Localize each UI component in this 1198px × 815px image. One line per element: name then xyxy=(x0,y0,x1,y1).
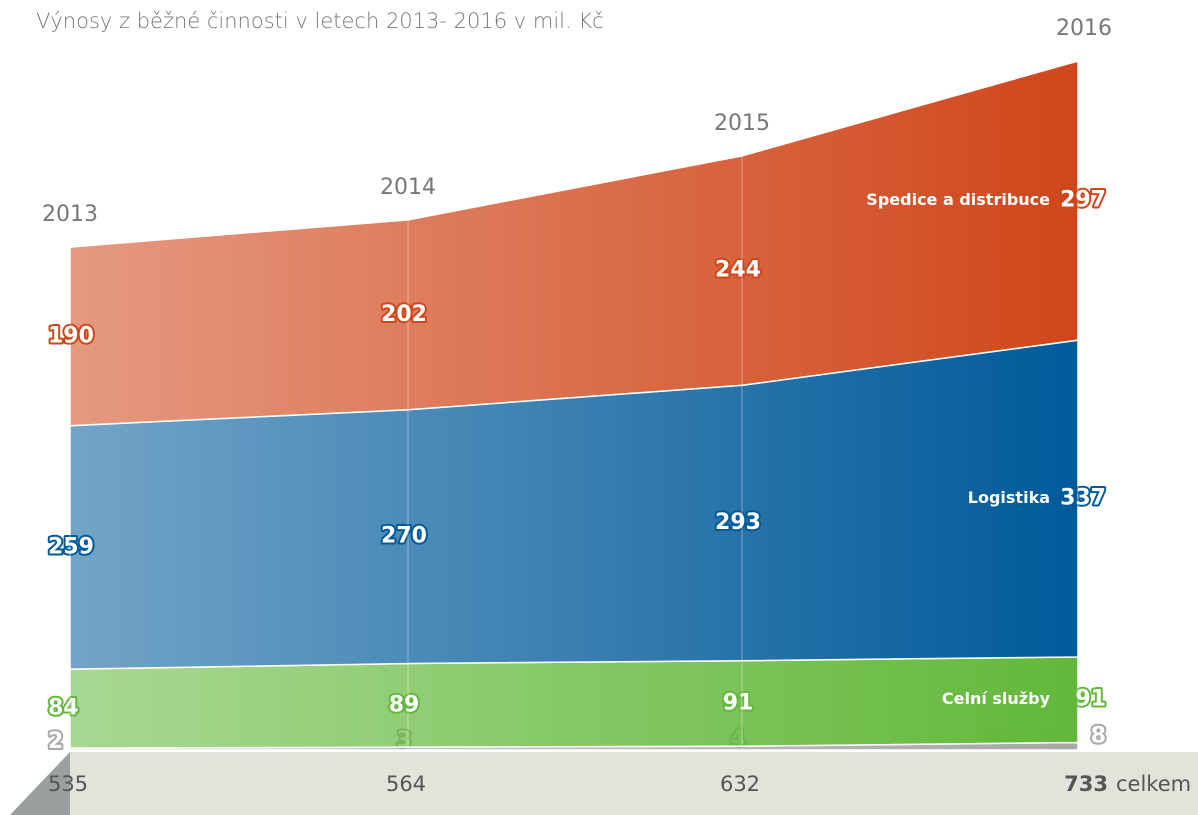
value-label: 202 xyxy=(381,302,427,327)
value-label: 190 xyxy=(48,323,94,348)
value-label: 91 xyxy=(723,690,754,715)
year-label: 2016 xyxy=(1056,16,1112,41)
value-label: 259 xyxy=(48,534,94,559)
total-label: 535 xyxy=(48,772,88,796)
series-label: Celní služby xyxy=(942,689,1051,708)
chart-title: Výnosy z běžné činnosti v letech 2013- 2… xyxy=(36,9,604,33)
value-label: 84 xyxy=(48,696,79,721)
total-suffix: celkem xyxy=(1116,772,1191,796)
year-label: 2015 xyxy=(714,111,770,136)
year-label: 2013 xyxy=(42,202,98,227)
total-label: 733 xyxy=(1064,772,1108,796)
base-edge xyxy=(10,752,70,815)
value-label: 89 xyxy=(389,692,420,717)
value-label: 2 xyxy=(48,729,63,754)
series-label: Logistika xyxy=(968,488,1050,507)
value-label: 270 xyxy=(381,524,427,549)
value-label: 337 xyxy=(1060,486,1106,511)
base-band xyxy=(10,752,1198,815)
value-label: 8 xyxy=(1091,723,1106,748)
value-label: 293 xyxy=(715,510,761,535)
area xyxy=(69,59,1079,427)
total-label: 564 xyxy=(386,772,426,796)
series-label: Spedice a distribuce xyxy=(866,190,1050,209)
value-label: 244 xyxy=(715,258,761,283)
value-label: 297 xyxy=(1060,188,1106,213)
area xyxy=(69,656,1079,749)
year-label: 2014 xyxy=(380,175,436,200)
total-label: 632 xyxy=(720,772,760,796)
value-label: 91 xyxy=(1075,687,1106,712)
